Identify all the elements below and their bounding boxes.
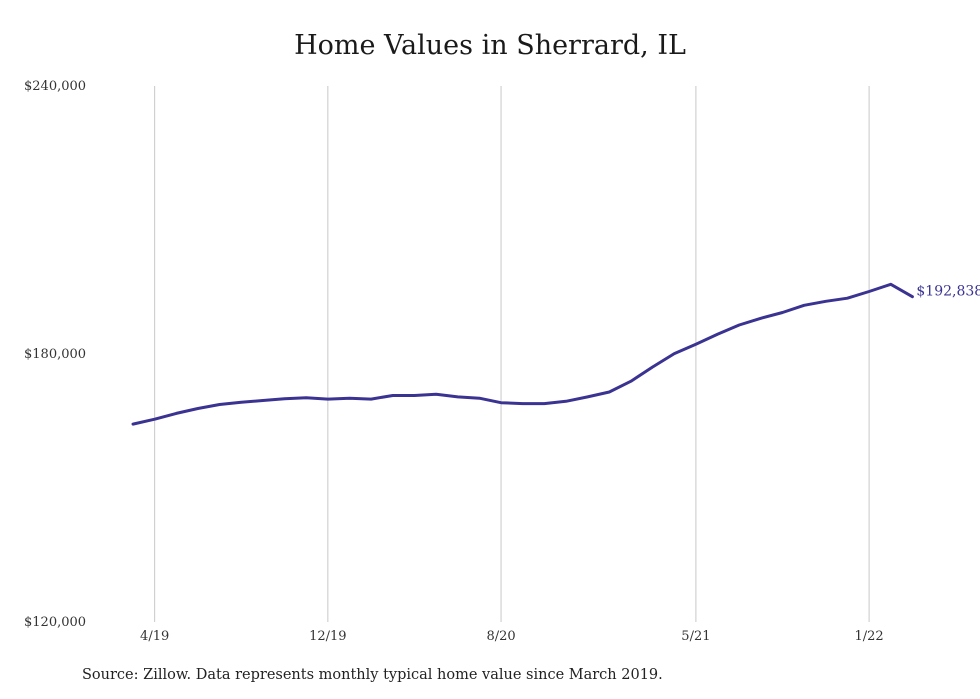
x-tick-label: 1/22: [854, 629, 883, 644]
y-axis: $120,000 $180,000 $240,000: [24, 79, 86, 630]
end-value-label: $192,838: [916, 284, 980, 300]
series-line: [131, 282, 914, 426]
y-tick-label: $120,000: [24, 615, 86, 630]
y-tick-label: $180,000: [24, 347, 86, 362]
x-axis: 4/19 12/19 8/20 5/21 1/22: [140, 629, 884, 644]
grid-layer: [154, 86, 870, 622]
y-tick-label: $240,000: [24, 79, 86, 94]
x-tick-label: 8/20: [486, 629, 515, 644]
x-tick-label: 5/21: [681, 629, 710, 644]
x-tick-label: 4/19: [140, 629, 169, 644]
series-layer: $192,838: [131, 282, 980, 426]
source-note: Source: Zillow. Data represents monthly …: [82, 667, 663, 683]
chart-title: Home Values in Sherrard, IL: [294, 30, 686, 61]
x-tick-label: 12/19: [309, 629, 346, 644]
